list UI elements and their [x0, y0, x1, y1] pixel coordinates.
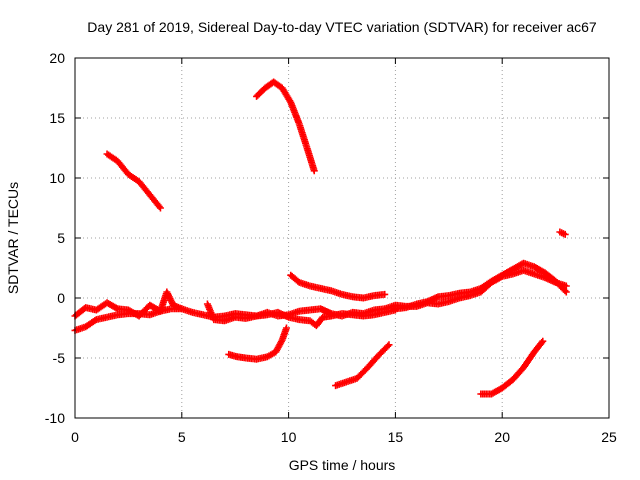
series-arc-10: [287, 271, 389, 302]
data-point: [561, 287, 569, 295]
series-arc-6: [556, 228, 569, 238]
y-tick-label: 10: [49, 170, 65, 186]
y-tick-label: 0: [57, 290, 65, 306]
data-point: [562, 288, 570, 296]
data-point: [538, 339, 546, 347]
grid: [75, 58, 609, 418]
y-axis-label: SDTVAR / TECUs: [5, 182, 21, 294]
x-tick-label: 15: [388, 429, 404, 445]
data-point: [282, 324, 290, 332]
data-point: [277, 338, 285, 345]
data-point: [561, 230, 569, 238]
data-point: [155, 203, 163, 211]
series-arc-5: [477, 337, 547, 398]
data-point: [91, 317, 99, 325]
series-arc-9: [203, 300, 399, 330]
series-arc-4: [332, 341, 393, 390]
y-tick-label: 15: [49, 110, 65, 126]
chart-title: Day 281 of 2019, Sidereal Day-to-day VTE…: [87, 19, 597, 35]
x-tick-label: 20: [494, 429, 510, 445]
x-tick-label: 0: [71, 429, 79, 445]
series-arc-8: [71, 288, 186, 334]
data-point: [156, 204, 164, 212]
y-tick-label: -5: [53, 350, 66, 366]
data-point: [178, 305, 186, 313]
data-point: [381, 290, 389, 298]
x-tick-label: 5: [178, 429, 186, 445]
data-point: [385, 341, 393, 349]
data-point: [384, 342, 392, 350]
series-arc-11: [391, 259, 570, 313]
y-tick-label: 5: [57, 230, 65, 246]
data-point: [112, 304, 120, 312]
axis-ticks: 0 5 10 15 20 25 -10 -5 0 5 10 15 20: [45, 50, 617, 445]
y-tick-label: 20: [49, 50, 65, 66]
series-arc-3: [225, 324, 290, 363]
series-arc-2: [253, 78, 318, 175]
x-axis-label: GPS time / hours: [289, 457, 396, 473]
x-tick-label: 10: [281, 429, 297, 445]
data-series: [71, 78, 570, 398]
data-point: [310, 167, 318, 175]
y-tick-label: -10: [45, 410, 65, 426]
x-tick-label: 25: [601, 429, 617, 445]
data-point: [539, 337, 547, 345]
series-arc-1: [103, 150, 164, 212]
